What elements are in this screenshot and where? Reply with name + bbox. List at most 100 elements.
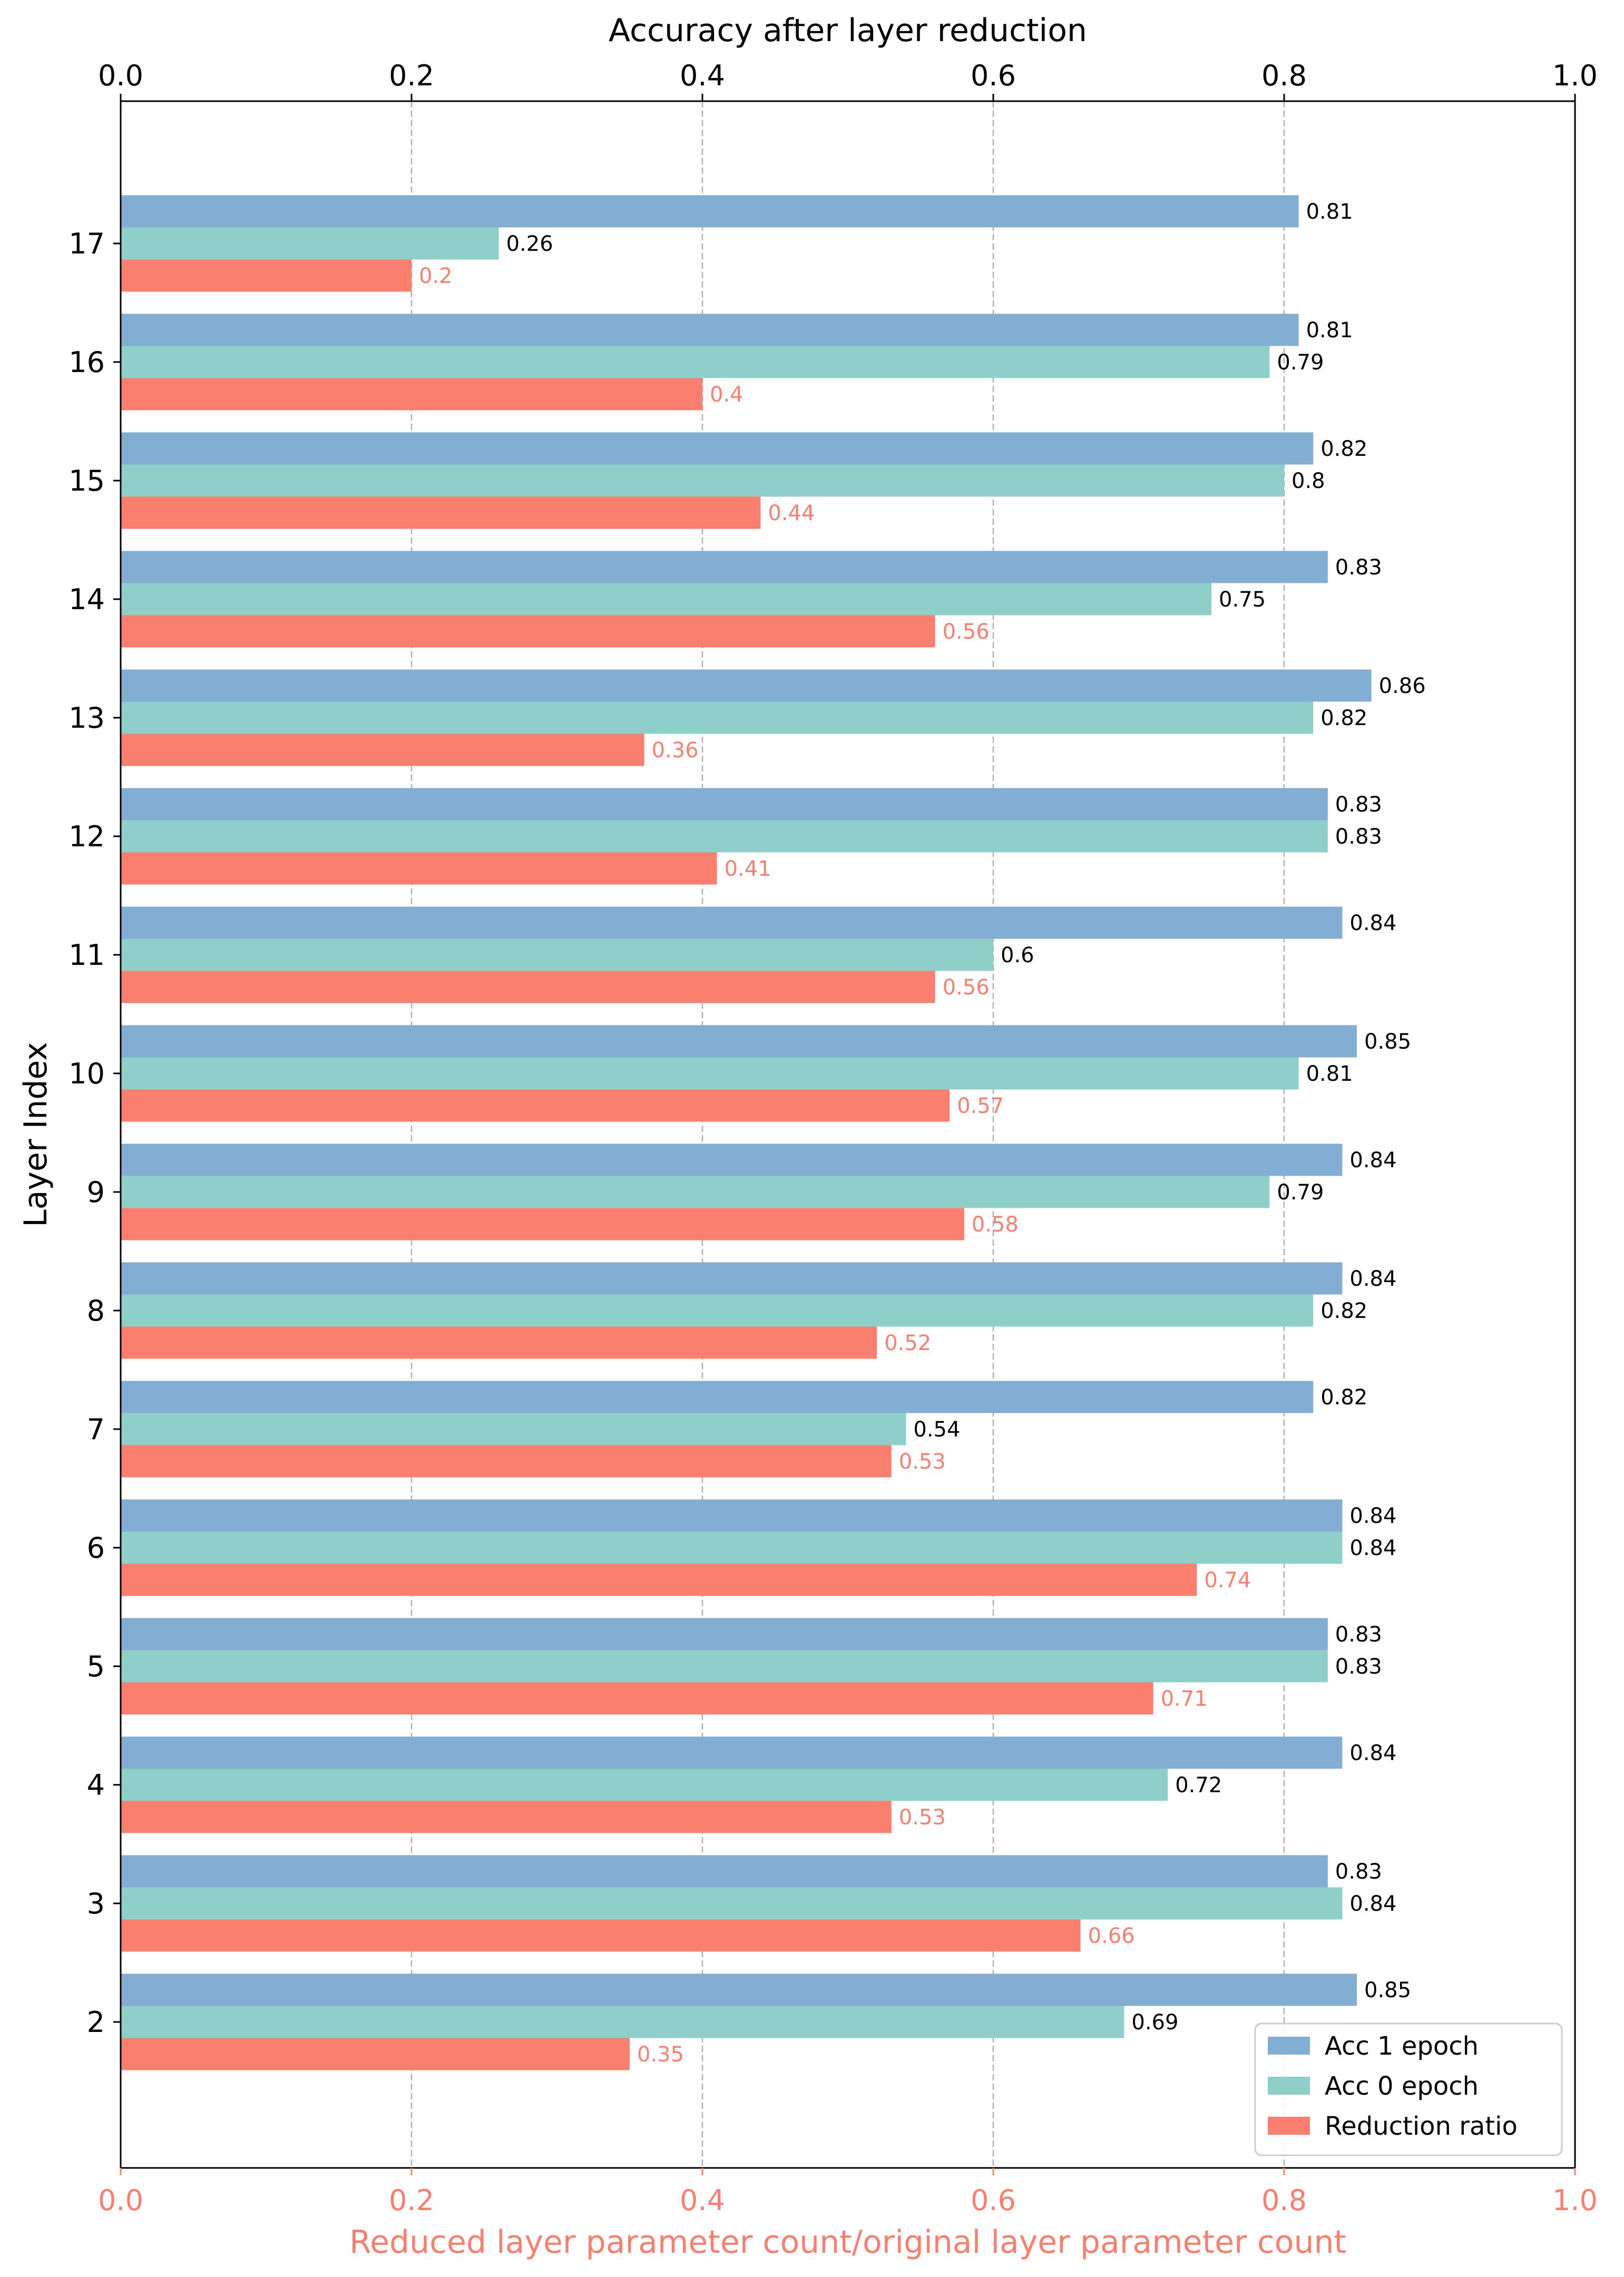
y-tick-label: 7 bbox=[87, 1413, 105, 1446]
y-tick-label: 9 bbox=[87, 1176, 105, 1209]
bar bbox=[121, 1887, 1343, 1920]
y-tick-label: 12 bbox=[69, 820, 105, 853]
bar bbox=[121, 1919, 1081, 1952]
bottom-axis-title: Reduced layer parameter count/original l… bbox=[349, 2224, 1346, 2261]
bar-value-label: 0.71 bbox=[1161, 1687, 1208, 1711]
y-tick-label: 11 bbox=[69, 939, 105, 972]
y-tick-label: 8 bbox=[87, 1294, 105, 1327]
bar bbox=[121, 615, 935, 648]
bar bbox=[121, 583, 1211, 615]
bar bbox=[121, 1531, 1343, 1564]
bar-value-label: 0.82 bbox=[1320, 1299, 1367, 1323]
y-tick-label: 2 bbox=[87, 2006, 105, 2039]
bar-value-label: 0.82 bbox=[1320, 1385, 1367, 1410]
bar bbox=[121, 788, 1328, 820]
bottom-tick-label: 0.2 bbox=[389, 2184, 434, 2217]
bar-value-label: 0.52 bbox=[884, 1331, 931, 1355]
bar-value-label: 0.85 bbox=[1364, 1978, 1411, 2002]
bar-value-label: 0.82 bbox=[1320, 706, 1367, 730]
top-tick-label: 1.0 bbox=[1552, 59, 1598, 92]
bar-value-label: 0.82 bbox=[1320, 437, 1367, 461]
bar-value-label: 0.81 bbox=[1306, 318, 1353, 343]
legend-label: Acc 1 epoch bbox=[1325, 2031, 1479, 2061]
bar bbox=[121, 464, 1284, 497]
y-tick-label: 4 bbox=[87, 1768, 105, 1802]
y-tick-label: 5 bbox=[87, 1650, 105, 1683]
bar-value-label: 0.44 bbox=[768, 501, 815, 525]
bar bbox=[121, 1089, 950, 1122]
bar bbox=[121, 227, 499, 260]
y-tick-label: 15 bbox=[69, 464, 105, 497]
bottom-tick-label: 0.8 bbox=[1261, 2184, 1307, 2217]
bar bbox=[121, 734, 644, 766]
bars bbox=[121, 195, 1372, 2070]
bar-value-label: 0.53 bbox=[899, 1805, 946, 1830]
bar-value-label: 0.54 bbox=[913, 1418, 960, 1442]
y-tick-label: 17 bbox=[69, 227, 105, 260]
y-axis-title: Layer Index bbox=[17, 1042, 54, 1227]
bar bbox=[121, 852, 717, 885]
bar-value-label: 0.84 bbox=[1349, 1148, 1396, 1172]
bar-value-label: 0.2 bbox=[419, 264, 453, 288]
bar-value-label: 0.84 bbox=[1349, 1741, 1396, 1765]
bar-value-label: 0.84 bbox=[1349, 1892, 1396, 1916]
bar bbox=[121, 1563, 1197, 1596]
bar bbox=[121, 1413, 906, 1445]
bottom-tick-label: 0.0 bbox=[98, 2184, 143, 2217]
bar bbox=[121, 2006, 1124, 2038]
bar-value-label: 0.79 bbox=[1277, 350, 1324, 375]
bar bbox=[121, 701, 1314, 734]
bar bbox=[121, 378, 702, 411]
legend-label: Reduction ratio bbox=[1325, 2112, 1518, 2141]
bar-value-label: 0.53 bbox=[899, 1450, 946, 1474]
bar bbox=[121, 432, 1314, 465]
bar bbox=[121, 259, 412, 292]
bar bbox=[121, 314, 1299, 346]
bar-value-label: 0.56 bbox=[943, 975, 990, 1000]
bar bbox=[121, 346, 1270, 378]
bar bbox=[121, 939, 993, 971]
bar bbox=[121, 1768, 1168, 1801]
bar bbox=[121, 1262, 1343, 1295]
bar-value-label: 0.4 bbox=[710, 383, 743, 407]
bar bbox=[121, 1445, 892, 1478]
bottom-tick-label: 1.0 bbox=[1552, 2184, 1598, 2217]
bar-value-label: 0.83 bbox=[1335, 555, 1382, 580]
bar bbox=[121, 820, 1328, 853]
bar bbox=[121, 1973, 1357, 2006]
bar bbox=[121, 496, 761, 529]
bar bbox=[121, 1801, 892, 1833]
y-tick-label: 10 bbox=[69, 1057, 105, 1090]
bar bbox=[121, 1499, 1343, 1532]
bar bbox=[121, 1736, 1343, 1769]
bar-value-label: 0.81 bbox=[1306, 200, 1353, 224]
bar bbox=[121, 1618, 1328, 1650]
bar-value-label: 0.56 bbox=[943, 620, 990, 644]
plot-frame bbox=[120, 100, 1576, 2169]
bar bbox=[121, 1650, 1328, 1683]
bar-value-label: 0.36 bbox=[652, 738, 699, 763]
bar bbox=[121, 971, 935, 1003]
bar-value-label: 0.83 bbox=[1335, 1623, 1382, 1647]
top-tick-label: 0.0 bbox=[98, 59, 143, 92]
bar-value-label: 0.58 bbox=[972, 1213, 1019, 1237]
legend: Acc 1 epoch Acc 0 epoch Reduction ratio bbox=[1254, 2022, 1563, 2156]
bar bbox=[121, 1144, 1343, 1176]
bar bbox=[121, 551, 1328, 583]
top-tick-label: 0.2 bbox=[389, 59, 434, 92]
bar-value-label: 0.84 bbox=[1349, 1536, 1396, 1560]
bar-value-label: 0.83 bbox=[1335, 1655, 1382, 1679]
axes: 0.0 0.0 0.2 0.2 0.4 0.4 0.6 0.6 0.8 0.8 1.0 1.0 2 3 4 5… bbox=[69, 59, 1598, 2217]
bar bbox=[121, 2038, 630, 2070]
bar bbox=[121, 1176, 1270, 1208]
y-tick-label: 16 bbox=[69, 346, 105, 379]
bar-value-label: 0.6 bbox=[1001, 943, 1034, 968]
bar-value-label: 0.84 bbox=[1349, 1504, 1396, 1528]
legend-box bbox=[1254, 2022, 1563, 2156]
bottom-tick-label: 0.4 bbox=[680, 2184, 725, 2217]
bar bbox=[121, 195, 1299, 228]
legend-swatch bbox=[1268, 2037, 1310, 2055]
top-tick-label: 0.6 bbox=[971, 59, 1016, 92]
